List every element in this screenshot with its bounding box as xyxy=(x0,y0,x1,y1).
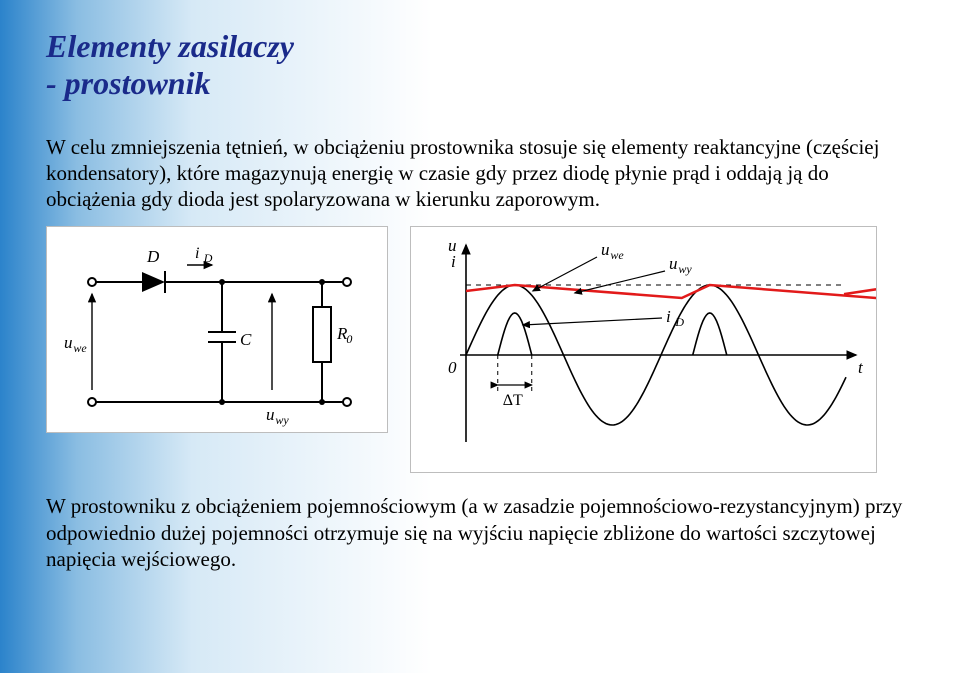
svg-text:u: u xyxy=(266,405,275,424)
svg-text:0: 0 xyxy=(346,333,352,347)
waveform-diagram: ui0tΔTuweuwyiD xyxy=(410,226,877,473)
circuit-diagram: iDuweCR0uwyD xyxy=(46,226,388,433)
paragraph-2: W prostowniku z obciążeniem pojemnościow… xyxy=(46,493,910,572)
slide-title: Elementy zasilaczy - prostownik xyxy=(46,28,910,102)
svg-text:D: D xyxy=(146,247,160,266)
svg-text:C: C xyxy=(240,330,252,349)
svg-text:wy: wy xyxy=(275,414,289,428)
paragraph-1: W celu zmniejszenia tętnień, w obciążeni… xyxy=(46,134,910,213)
svg-text:u: u xyxy=(601,240,610,259)
svg-text:D: D xyxy=(203,252,213,266)
svg-text:u: u xyxy=(669,254,678,273)
svg-text:0: 0 xyxy=(448,358,457,377)
svg-text:i: i xyxy=(666,307,671,326)
title-line1: Elementy zasilaczy xyxy=(46,28,294,64)
title-line2: - prostownik xyxy=(46,65,210,101)
svg-text:D: D xyxy=(674,316,684,330)
svg-text:u: u xyxy=(64,333,73,352)
svg-text:we: we xyxy=(610,249,624,263)
svg-text:ΔT: ΔT xyxy=(503,392,523,409)
svg-text:i: i xyxy=(195,245,199,262)
svg-text:wy: wy xyxy=(678,263,692,277)
svg-text:t: t xyxy=(858,358,864,377)
figures-row: iDuweCR0uwyD ui0tΔTuweuwyiD xyxy=(46,226,910,473)
svg-text:we: we xyxy=(73,342,87,356)
svg-text:i: i xyxy=(451,252,456,271)
